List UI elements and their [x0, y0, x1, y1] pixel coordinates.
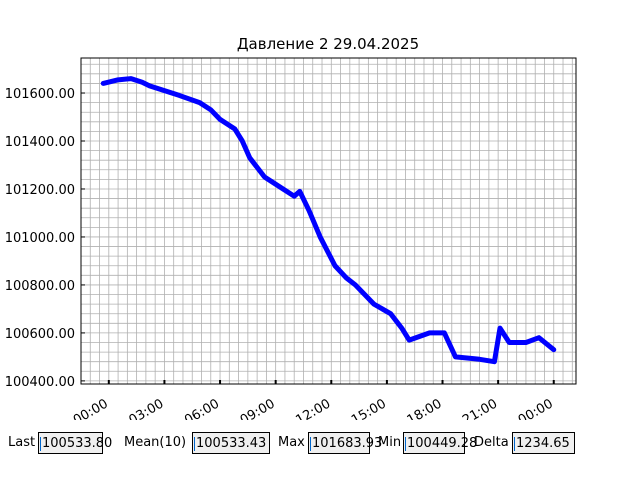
stat-label: Delta [474, 435, 509, 450]
y-tick-label: 101600.00 [5, 87, 75, 102]
stat-field[interactable]: 100533.80 [38, 432, 112, 454]
chart-title: Давление 2 29.04.2025 [237, 35, 419, 53]
x-tick-label: 18:00 [405, 396, 445, 420]
x-tick-label: 00:00 [71, 396, 111, 420]
y-tick-label: 100800.00 [5, 279, 75, 294]
stat-field[interactable]: 100449.28 [403, 432, 477, 454]
data-line [100, 76, 557, 365]
stat-label: Max [278, 435, 305, 450]
x-tick-label: 09:00 [238, 396, 278, 420]
x-tick-label: 03:00 [126, 396, 166, 420]
y-tick-label: 100600.00 [5, 327, 75, 342]
chart: Давление 2 29.04.2025 100400.00 100600.00… [5, 35, 577, 420]
stat-field[interactable]: 1234.65 [512, 432, 575, 454]
stat-field[interactable]: 100533.43 [192, 432, 270, 454]
stat-label: Last [8, 435, 36, 450]
x-tick-label: 12:00 [293, 396, 333, 420]
stat-label: Min [378, 435, 402, 450]
x-tick-label: 21:00 [460, 396, 500, 420]
y-tick-label: 101400.00 [5, 135, 75, 150]
y-tick-label: 100400.00 [5, 375, 75, 390]
stat-field[interactable]: 101683.93 [308, 432, 382, 454]
y-tick-label: 101200.00 [5, 183, 75, 198]
plot-frame [80, 57, 577, 385]
x-tick-label: 06:00 [182, 396, 222, 420]
y-tick-label: 101000.00 [5, 231, 75, 246]
stat-label: Mean(10) [124, 435, 187, 450]
x-tick-label: 00:00 [516, 396, 556, 420]
x-tick-label: 15:00 [349, 396, 389, 420]
